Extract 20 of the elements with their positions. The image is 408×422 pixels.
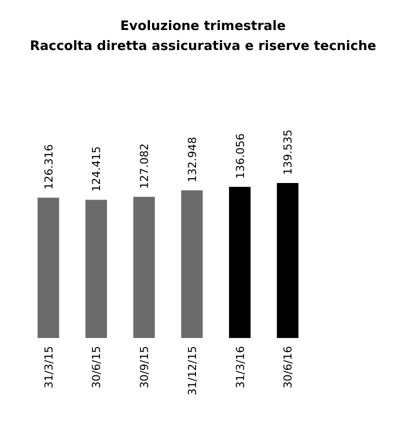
chart-subtitle: Raccolta diretta assicurativa e riserve tecniche: [30, 39, 376, 54]
bar: [38, 198, 60, 338]
data-label: 136.056: [234, 133, 247, 179]
data-label: 127.082: [138, 143, 152, 189]
bar: [85, 200, 107, 338]
x-tick-label: 31/3/15: [42, 346, 56, 388]
bar: [276, 183, 298, 338]
bar: [181, 190, 203, 338]
x-tick-label: 31/12/15: [186, 346, 199, 396]
data-label: 132.948: [186, 136, 199, 182]
data-label: 124.415: [90, 146, 104, 192]
data-label: 126.316: [42, 144, 56, 190]
bar: [133, 196, 155, 338]
data-label: 139.535: [282, 130, 295, 175]
x-tick-label: 31/3/16: [234, 346, 247, 388]
chart-title: Evoluzione trimestrale: [120, 19, 286, 34]
bar: [229, 186, 251, 338]
x-tick-label: 30/6/15: [90, 346, 104, 388]
x-tick-label: 30/6/16: [282, 346, 295, 388]
x-tick-label: 30/9/15: [138, 346, 152, 388]
